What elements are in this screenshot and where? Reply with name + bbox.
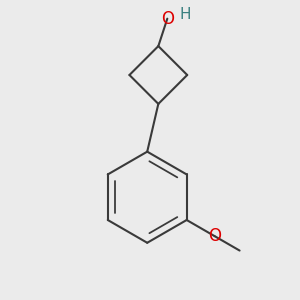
- Text: O: O: [208, 227, 221, 245]
- Text: O: O: [161, 10, 174, 28]
- Text: H: H: [179, 7, 191, 22]
